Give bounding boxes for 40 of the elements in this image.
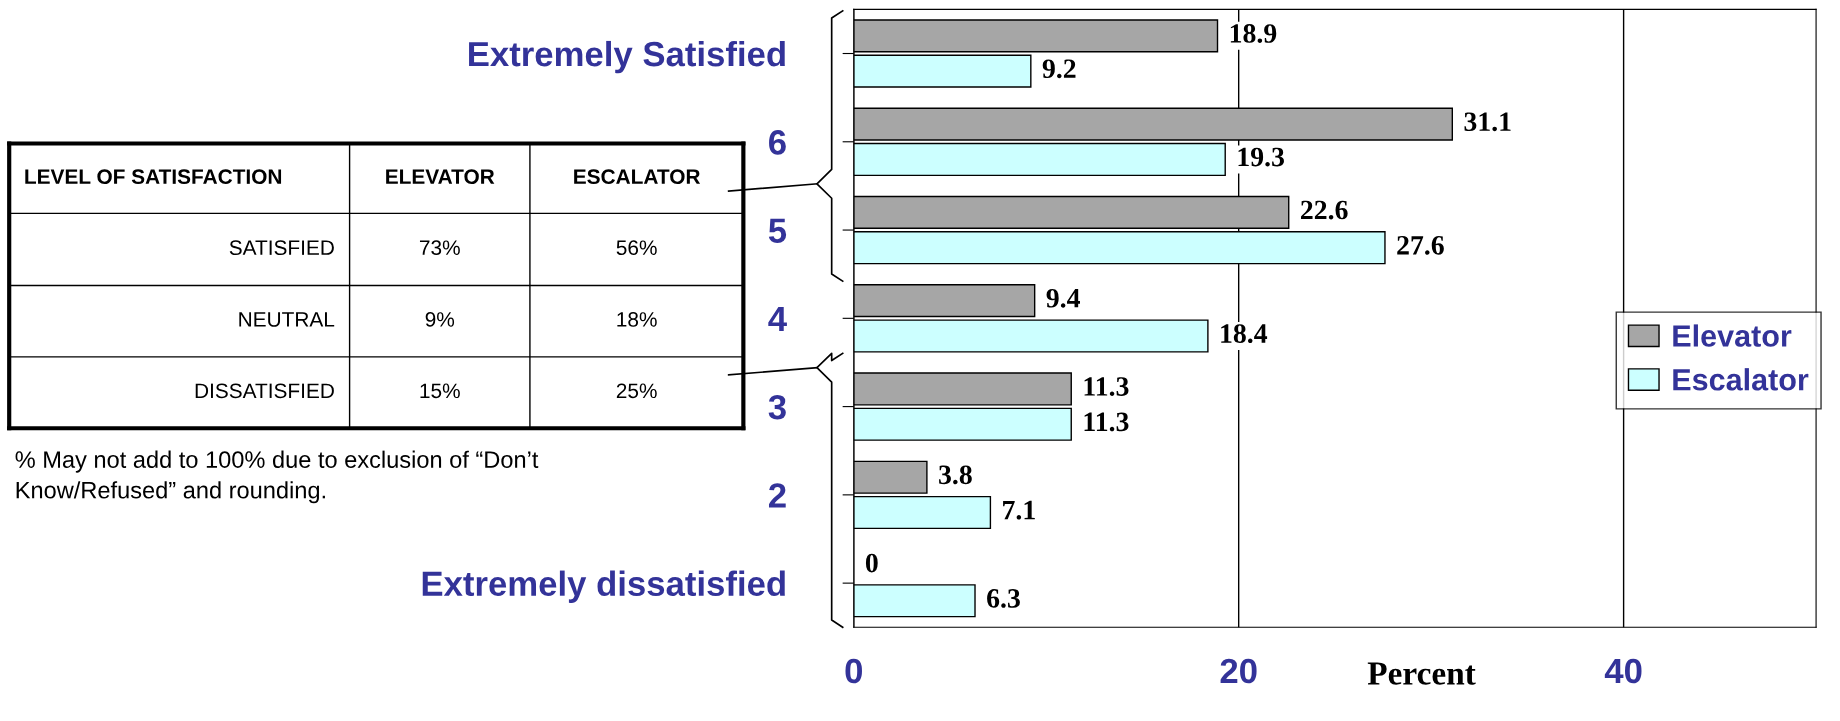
- legend-label: Escalator: [1673, 368, 1809, 391]
- data-label: 9.2: [1042, 59, 1076, 79]
- x-tick-label: 20: [1220, 658, 1257, 684]
- text: 56%: [616, 240, 657, 256]
- text: ELEVATOR: [386, 169, 495, 185]
- text: 73%: [419, 240, 460, 256]
- data-label: 19.3: [1238, 147, 1284, 167]
- x-axis-title: Percent: [1367, 662, 1476, 685]
- x-tick-label: 0: [845, 658, 862, 684]
- data-label: 9.4: [1046, 288, 1080, 308]
- y-tick-label: 4: [768, 307, 787, 331]
- text: 18%: [617, 312, 657, 327]
- y-tick-label: 5: [768, 218, 787, 243]
- data-label: 18.9: [1230, 24, 1277, 43]
- data-label: 3.8: [939, 465, 972, 485]
- data-label: 7.1: [1003, 500, 1035, 520]
- text: NEUTRAL: [239, 312, 335, 327]
- text: 25%: [616, 383, 657, 399]
- data-label: 11.3: [1084, 377, 1129, 397]
- y-tick-label: Extremely Satisfied: [469, 40, 785, 74]
- text: % May not add to 100% due to exclusion of “Don’t Know/Refused” and rounding.: [15, 450, 539, 504]
- data-label: 0: [865, 553, 878, 573]
- data-label: 31.1: [1464, 112, 1511, 132]
- text: LEVEL OF SATISFACTION: [25, 169, 282, 185]
- data-label: 11.3: [1084, 412, 1129, 432]
- y-tick-label: 6: [769, 130, 786, 155]
- x-tick-label: 40: [1604, 658, 1642, 684]
- text: 9%: [425, 312, 455, 327]
- y-tick-label: 3: [768, 394, 786, 420]
- text: DISSATISFIED: [195, 383, 334, 399]
- data-label: 22.6: [1301, 200, 1348, 220]
- legend-label: Elevator: [1673, 324, 1792, 347]
- y-tick-label: Extremely dissatisfied: [422, 570, 785, 603]
- data-label: 6.3: [987, 589, 1020, 608]
- data-label: 27.6: [1397, 235, 1444, 255]
- text: 15%: [420, 383, 460, 399]
- y-tick-label: 2: [768, 483, 786, 508]
- text: ESCALATOR: [574, 169, 701, 185]
- data-label: 18.4: [1221, 324, 1268, 344]
- text: SATISFIED: [229, 240, 334, 256]
